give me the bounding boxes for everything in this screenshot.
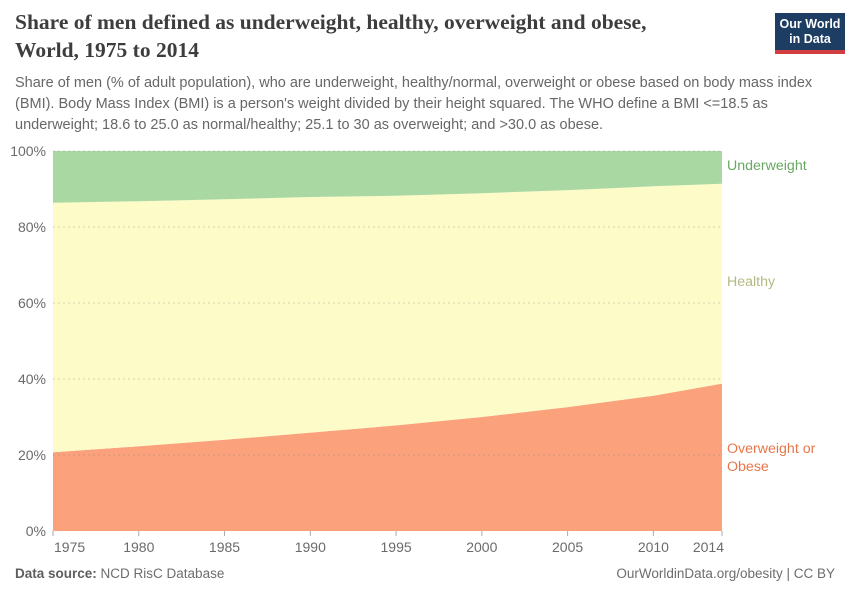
area-underweight[interactable] [53,151,722,203]
owid-logo-line-2: in Data [789,32,831,46]
chart-footer: Data source: NCD RisC Database OurWorldi… [15,566,835,581]
y-axis-tick-label: 20% [18,447,46,463]
x-axis-tick-label: 2014 [693,539,724,555]
x-axis-tick-label: 1980 [123,539,154,555]
x-axis-tick-label: 2000 [466,539,497,555]
y-axis-tick-label: 60% [18,295,46,311]
data-source-value: NCD RisC Database [100,566,225,581]
y-axis-tick-label: 0% [26,523,46,539]
chart-title-line-2: World, 1975 to 2014 [15,37,199,62]
x-axis-tick-label: 1985 [209,539,240,555]
chart-title: Share of men defined as underweight, hea… [15,9,763,65]
x-axis-tick-label: 1990 [295,539,326,555]
area-overweight-or-obese[interactable] [53,383,722,531]
area-healthy[interactable] [53,183,722,453]
x-axis-tick-label: 2005 [552,539,583,555]
series-label-underweight: Underweight [727,158,807,174]
owid-logo: Our World in Data [775,13,845,54]
chart-plot-area[interactable]: 0% 20% 40% 60% 80% 100% 1975 1980 1985 1990 1995 20… [0,140,850,570]
credit-note: OurWorldinData.org/obesity | CC BY [616,566,835,581]
owid-logo-line-1: Our World [779,17,841,31]
chart-title-line-1: Share of men defined as underweight, hea… [15,10,647,34]
x-axis-tick-label: 2010 [638,539,669,555]
chart-subtitle: Share of men (% of adult population), wh… [15,75,813,134]
series-label-overweight-or-obese: Overweight or Obese [727,441,816,475]
x-axis-tick-label: 1975 [54,539,85,555]
x-axis-tick-label: 1995 [381,539,412,555]
y-axis-tick-label: 40% [18,371,46,387]
data-source-label: Data source: [15,566,97,581]
y-axis-tick-label: 100% [10,143,46,159]
y-axis-tick-label: 80% [18,219,46,235]
series-label-healthy: Healthy [727,274,776,290]
data-source-note: Data source: NCD RisC Database [15,566,224,581]
